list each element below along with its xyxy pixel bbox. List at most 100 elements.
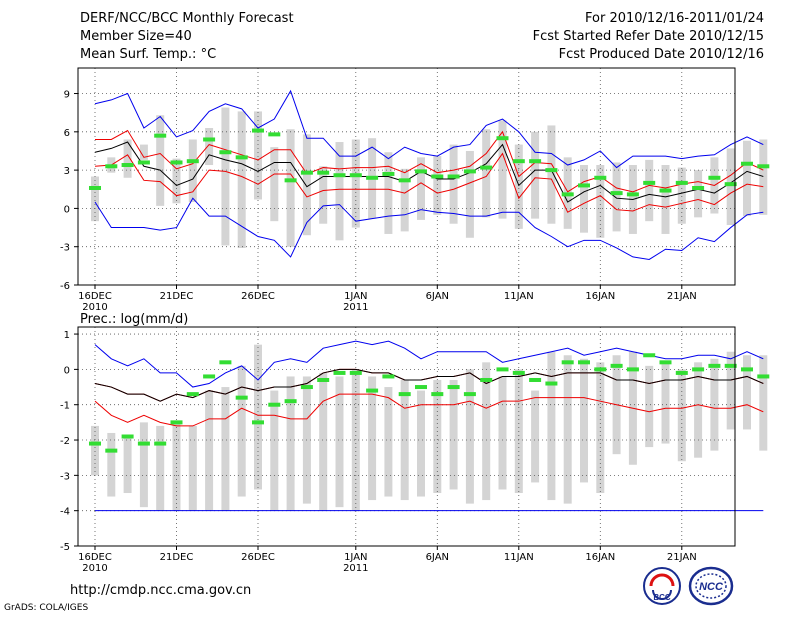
ensemble-box	[743, 140, 751, 217]
forecast-marker	[431, 392, 444, 397]
y-tick-label: 3	[64, 166, 70, 177]
ensemble-box	[319, 372, 328, 511]
forecast-marker	[170, 420, 183, 425]
forecast-marker	[529, 159, 542, 164]
forecast-marker	[708, 175, 721, 180]
forecast-marker	[268, 402, 281, 407]
forecast-marker	[496, 136, 509, 141]
forecast-marker	[203, 137, 216, 142]
ensemble-box	[319, 166, 328, 224]
ensemble-box	[563, 355, 572, 504]
x-tick-label: 16DEC	[78, 552, 112, 563]
ensemble-box	[172, 422, 181, 511]
x-tick-year-label: 2011	[343, 302, 368, 313]
grads-credit: GrADS: COLA/IGES	[4, 603, 89, 613]
forecast-marker	[415, 385, 427, 390]
x-tick-label: 16JAN	[585, 291, 615, 302]
ensemble-box	[531, 131, 540, 219]
forecast-marker	[235, 395, 248, 400]
ensemble-box	[270, 390, 279, 511]
lower-quartile-line	[94, 393, 764, 427]
ensemble-box	[645, 365, 654, 448]
x-tick-label: 1JAN	[344, 552, 367, 563]
ensemble-box	[221, 107, 230, 246]
source-url[interactable]: http://cmdp.ncc.cma.gov.cn	[70, 583, 252, 598]
y-tick-label: 6	[64, 128, 70, 139]
forecast-marker	[252, 420, 264, 425]
ensemble-box	[465, 369, 474, 504]
ensemble-box	[335, 142, 344, 241]
ensemble-box	[384, 152, 393, 234]
forecast-marker	[382, 374, 395, 379]
ensemble-box	[205, 390, 214, 511]
y-tick-label: 0	[64, 365, 70, 376]
forecast-marker	[105, 448, 118, 453]
ensemble-box	[351, 139, 360, 228]
forecast-marker	[594, 367, 607, 372]
ensemble-box	[514, 144, 523, 229]
forecast-marker	[349, 173, 362, 178]
plot-frame	[77, 326, 736, 547]
forecast-marker	[724, 182, 737, 187]
y-tick-label: -5	[60, 542, 70, 553]
ensemble-box	[254, 344, 262, 490]
ensemble-mean-line	[94, 368, 764, 402]
forecast-marker	[447, 385, 460, 390]
forecast-marker	[300, 385, 313, 390]
x-tick-label: 16JAN	[585, 552, 615, 563]
ensemble-box	[237, 111, 246, 248]
forecast-marker	[463, 392, 476, 397]
ensemble-box	[547, 125, 556, 224]
ensemble-mean-line	[94, 141, 764, 203]
ensemble-box	[531, 390, 540, 483]
temperature-variable-label: Mean Surf. Temp.: °C	[80, 47, 217, 62]
min-envelope-line	[94, 197, 764, 260]
ensemble-box	[123, 436, 132, 494]
valid-period-label: For 2010/12/16-2011/01/24	[585, 11, 764, 26]
forecast-marker	[366, 388, 379, 393]
ensemble-box	[156, 425, 165, 511]
ensemble-box	[91, 176, 99, 222]
ensemble-box	[433, 379, 442, 494]
forecast-marker	[643, 180, 656, 185]
ncc-logo: NCC	[688, 566, 734, 606]
forecast-marker	[186, 159, 199, 164]
ensemble-box	[400, 379, 409, 501]
ncc-logo-text: NCC	[699, 581, 724, 593]
forecast-marker	[105, 164, 118, 169]
y-tick-label: -3	[60, 471, 70, 482]
ensemble-box	[139, 422, 148, 508]
x-tick-label: 21JAN	[667, 291, 697, 302]
bcc-logo: BCC	[643, 567, 681, 605]
ensemble-box	[139, 144, 148, 160]
ensemble-box	[368, 376, 377, 501]
forecast-marker	[643, 353, 656, 358]
ensemble-box	[449, 144, 458, 224]
produced-date-label: Fcst Produced Date 2010/12/16	[558, 47, 764, 62]
forecast-marker	[398, 392, 411, 397]
forecast-marker	[349, 370, 362, 375]
forecast-marker	[480, 165, 493, 170]
x-tick-label: 11JAN	[504, 552, 534, 563]
ensemble-box	[335, 376, 344, 508]
ensemble-box	[123, 139, 132, 178]
ensemble-box	[677, 167, 686, 224]
x-tick-label: 16DEC	[78, 291, 112, 302]
forecast-marker	[610, 363, 623, 368]
x-tick-label: 26DEC	[241, 552, 275, 563]
ensemble-box	[726, 351, 735, 430]
forecast-marker	[692, 367, 705, 372]
y-tick-label: 1	[64, 330, 70, 341]
forecast-marker	[219, 360, 232, 365]
ensemble-box	[384, 387, 393, 497]
lower-quartile-line	[94, 152, 764, 213]
upper-quartile-line	[95, 129, 764, 193]
ensemble-box	[498, 120, 507, 219]
forecast-marker	[219, 150, 232, 155]
y-tick-label: -2	[60, 436, 70, 447]
ensemble-box	[351, 369, 360, 511]
x-tick-label: 11JAN	[504, 291, 534, 302]
forecast-marker	[529, 377, 542, 382]
forecast-marker	[415, 169, 427, 174]
